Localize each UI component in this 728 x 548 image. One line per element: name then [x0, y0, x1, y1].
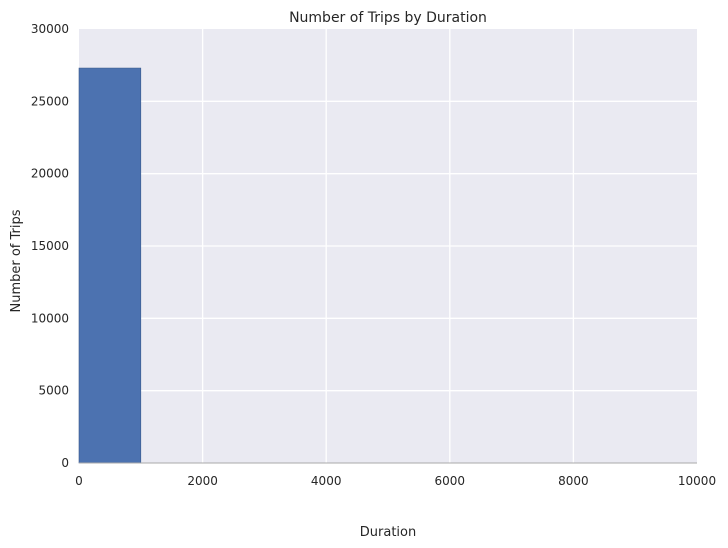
x-tick-label: 4000 [311, 474, 342, 488]
chart-title: Number of Trips by Duration [289, 10, 487, 26]
y-tick-label: 0 [61, 456, 69, 470]
grid-lines [79, 29, 697, 463]
y-tick-label: 30000 [31, 22, 69, 36]
y-tick-label: 15000 [31, 239, 69, 253]
bars [78, 67, 142, 464]
y-tick-label: 5000 [38, 384, 69, 398]
x-tick-label: 0 [75, 474, 83, 488]
x-tick-label: 2000 [187, 474, 218, 488]
y-axis-title: Number of Trips [9, 209, 24, 312]
histogram-bar [78, 67, 142, 464]
x-tick-label: 8000 [558, 474, 589, 488]
y-tick-label: 25000 [31, 94, 69, 108]
y-tick-label: 10000 [31, 311, 69, 325]
y-tick-label: 20000 [31, 167, 69, 181]
x-axis-title: Duration [360, 525, 416, 540]
x-tick-label: 6000 [435, 474, 466, 488]
y-axis-ticks: 0 5000 10000 15000 20000 25000 30000 [31, 22, 69, 470]
x-axis-ticks: 0 2000 4000 6000 8000 10000 [75, 474, 716, 488]
x-tick-label: 10000 [678, 474, 716, 488]
